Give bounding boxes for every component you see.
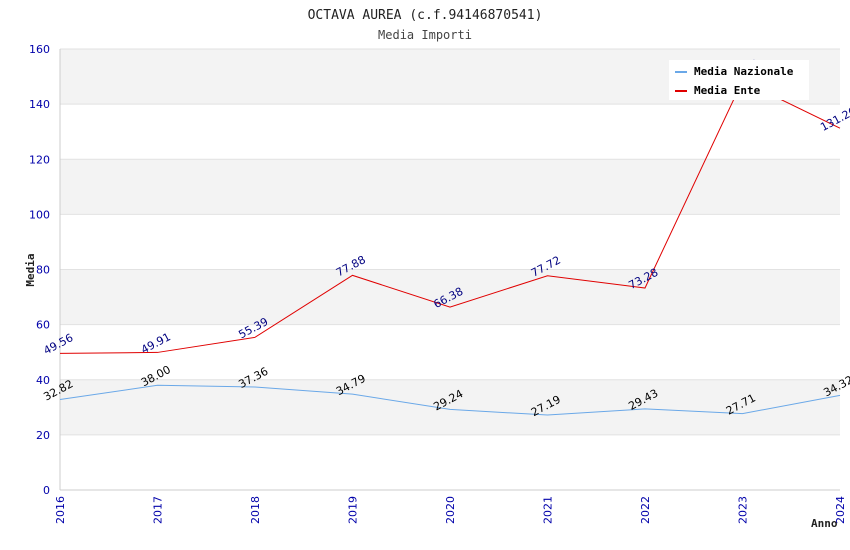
y-tick-label: 120: [29, 153, 50, 166]
y-tick-label: 140: [29, 98, 50, 111]
y-tick-label: 100: [29, 208, 50, 221]
y-tick-label: 80: [36, 264, 50, 277]
legend-box: [669, 60, 809, 100]
series-line-media-ente: [59, 80, 841, 354]
chart-subtitle: Media Importi: [378, 28, 472, 42]
y-tick-label: 60: [36, 319, 50, 332]
y-axis-label: Media: [24, 253, 37, 286]
x-tick-label: 2018: [249, 496, 262, 524]
legend-label-media-ente: Media Ente: [694, 84, 761, 97]
x-tick-label: 2024: [834, 496, 847, 524]
grid-bands: [60, 49, 840, 490]
legend-label-media-nazionale: Media Nazionale: [694, 65, 794, 78]
x-tick-label: 2023: [737, 496, 750, 524]
y-tick-labels: 0 20 40 60 80 100 120 140 160: [29, 43, 50, 497]
x-tick-label: 2016: [54, 496, 67, 524]
grid-band: [60, 214, 840, 270]
axes: [59, 49, 840, 491]
grid-band: [60, 104, 840, 160]
x-tick-label: 2020: [444, 496, 457, 524]
x-axis-label: Anno: [811, 517, 838, 530]
x-tick-labels: 2016 2017 2018 2019 2020 2021 2022 2023 2024: [54, 496, 847, 524]
y-tick-label: 0: [43, 484, 50, 497]
chart-title: OCTAVA AUREA (c.f.94146870541): [308, 8, 543, 23]
grid-band: [60, 434, 840, 490]
y-tick-label: 40: [36, 374, 50, 387]
x-tick-label: 2022: [639, 496, 652, 524]
y-tick-label: 160: [29, 43, 50, 56]
y-tick-label: 20: [36, 429, 50, 442]
grid-band: [60, 269, 840, 325]
grid-band: [60, 159, 840, 215]
x-tick-label: 2021: [542, 496, 555, 524]
x-tick-label: 2017: [152, 496, 165, 524]
grid-band: [60, 379, 840, 435]
legend: Media Nazionale Media Ente: [669, 60, 809, 100]
grid-band: [60, 324, 840, 380]
series-line-media-nazionale: [59, 384, 841, 416]
x-tick-label: 2019: [347, 496, 360, 524]
